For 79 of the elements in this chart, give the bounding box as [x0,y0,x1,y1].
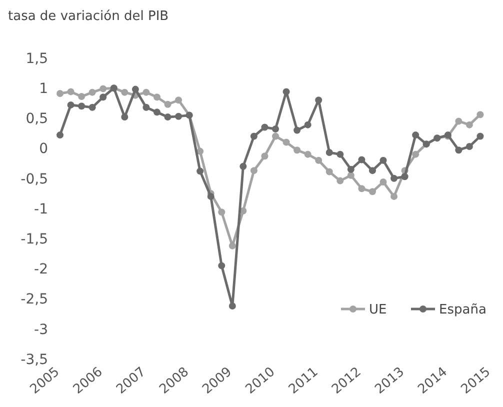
y-tick-label: -2,5 [20,292,48,308]
point [282,88,290,96]
point [228,242,236,250]
point [466,142,473,150]
point [347,166,354,173]
point [121,88,128,96]
point [380,178,387,186]
point [282,138,290,146]
point [336,150,344,158]
point [218,208,226,216]
y-axis-title: tasa de variación del PIB [8,9,169,24]
point [67,101,74,108]
point [336,177,344,184]
y-tick-label: 0 [39,141,48,158]
point [228,302,236,310]
point [326,149,333,156]
point [294,146,301,154]
point [142,88,150,96]
point [218,262,226,270]
point [153,94,160,101]
y-tick-label: 1,5 [26,50,48,67]
point [401,173,408,180]
point [304,150,312,158]
point [100,94,107,101]
point [88,88,96,96]
point [207,192,214,200]
point [272,132,279,140]
point [347,172,354,179]
y-tick-label: 1 [39,81,48,97]
point [368,188,376,196]
point [412,150,420,158]
point [476,111,484,118]
point [261,152,268,160]
point [315,96,322,104]
point [368,167,376,174]
y-tick-label: -0,5 [20,171,48,188]
point [164,100,172,108]
point [261,124,268,131]
point [466,121,473,128]
point [380,156,387,164]
point [358,156,366,164]
point [294,126,301,134]
y-tick-label: 0,5 [26,111,48,128]
point [412,132,420,139]
point [88,104,96,111]
point [78,102,86,110]
point [142,104,150,111]
point [164,113,172,120]
y-tick-label: -3,5 [20,352,48,368]
point [78,93,86,100]
point [476,132,484,140]
point [250,132,258,140]
point [132,86,139,93]
point [175,96,182,104]
point [153,108,160,116]
y-tick-label: -3 [34,322,48,338]
point [304,121,312,128]
point [56,132,64,139]
point [67,88,74,96]
point [175,112,182,120]
point [326,168,333,176]
point [455,146,462,154]
point [240,162,247,170]
point [315,156,322,164]
point [121,113,128,120]
y-tick-label: -1 [34,201,48,218]
point [250,167,258,174]
point [390,174,398,182]
legend-label: UE [369,302,387,318]
point [196,168,204,175]
point [272,126,279,133]
y-tick-label: -1,5 [20,232,48,248]
y-tick-label: -2 [34,262,48,278]
point [56,90,64,98]
legend-label: España [439,302,486,318]
point [455,118,462,125]
point [358,185,366,192]
point [390,192,398,200]
point [100,85,107,92]
